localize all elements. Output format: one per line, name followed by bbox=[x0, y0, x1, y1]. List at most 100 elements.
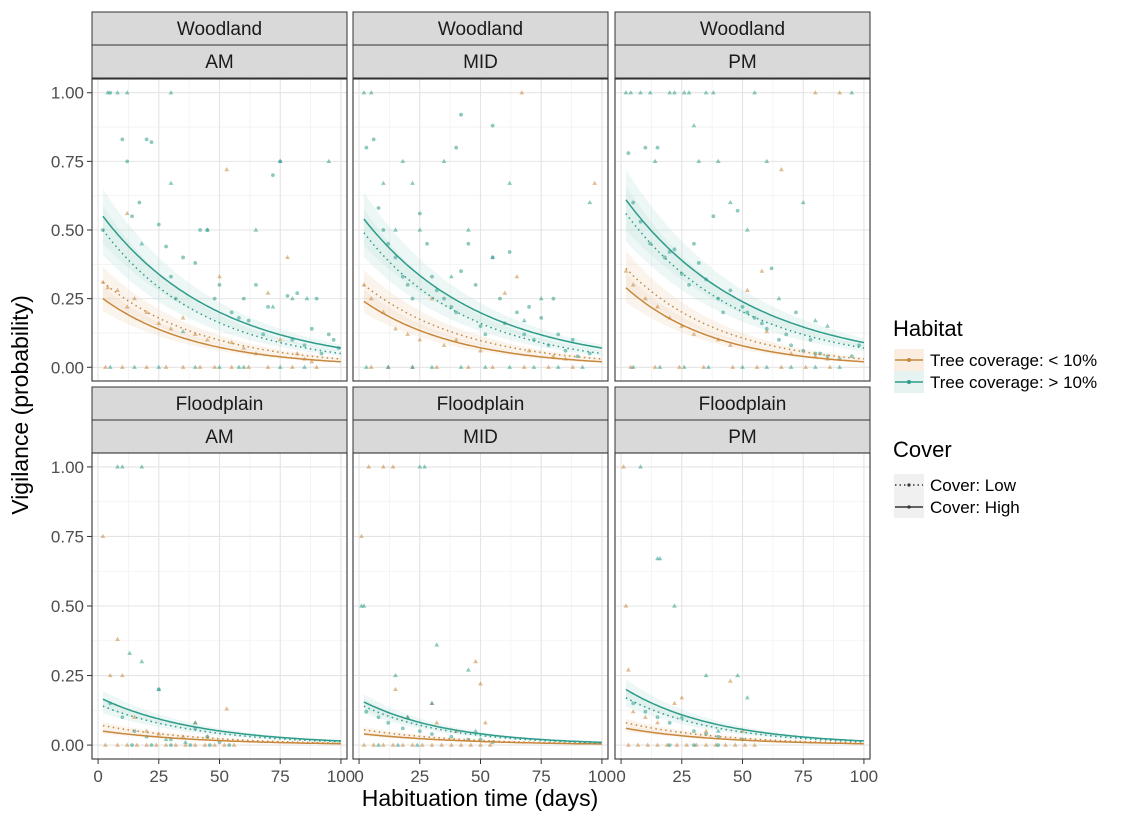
series-line bbox=[102, 229, 341, 355]
data-point bbox=[580, 364, 585, 369]
data-point bbox=[376, 715, 381, 720]
data-point bbox=[115, 90, 120, 95]
data-point bbox=[812, 90, 818, 95]
data-point bbox=[478, 742, 483, 747]
confidence-band bbox=[363, 192, 602, 352]
data-point bbox=[120, 137, 125, 142]
data-point bbox=[414, 742, 420, 747]
data-point bbox=[563, 348, 568, 353]
data-point bbox=[229, 364, 235, 369]
data-point bbox=[760, 321, 764, 326]
data-point bbox=[376, 206, 381, 210]
data-point bbox=[217, 283, 222, 287]
data-point bbox=[393, 255, 398, 260]
data-point bbox=[716, 743, 721, 747]
confidence-band bbox=[363, 694, 602, 743]
data-point bbox=[652, 158, 658, 163]
data-point bbox=[430, 732, 434, 736]
data-point bbox=[405, 283, 410, 287]
legend-key-point bbox=[907, 358, 911, 362]
data-point bbox=[241, 296, 246, 301]
data-point bbox=[458, 364, 464, 369]
data-point bbox=[672, 700, 677, 705]
confidence-band bbox=[102, 205, 341, 356]
confidence-band bbox=[625, 273, 864, 363]
data-point bbox=[246, 318, 251, 323]
data-point bbox=[156, 364, 162, 369]
data-point bbox=[764, 364, 770, 369]
data-point bbox=[623, 268, 629, 273]
data-point bbox=[102, 364, 108, 369]
series-line bbox=[363, 218, 603, 349]
data-point bbox=[168, 90, 174, 95]
data-point bbox=[265, 290, 271, 295]
confidence-band bbox=[102, 722, 341, 744]
series-line bbox=[625, 267, 864, 360]
data-point bbox=[803, 364, 809, 369]
x-tick-label: 75 bbox=[532, 767, 551, 786]
data-point bbox=[672, 90, 677, 95]
data-point bbox=[130, 214, 134, 219]
data-point bbox=[277, 337, 283, 342]
data-point bbox=[684, 742, 690, 747]
facet-strip-time bbox=[352, 419, 609, 454]
series-line bbox=[625, 688, 864, 742]
data-point bbox=[643, 145, 648, 150]
data-point bbox=[149, 140, 154, 145]
y-tick-label: 0.50 bbox=[51, 597, 84, 616]
data-point bbox=[482, 364, 488, 369]
facet-strip-time bbox=[614, 44, 871, 79]
data-point bbox=[115, 742, 120, 747]
data-point bbox=[635, 742, 641, 747]
data-point bbox=[314, 364, 320, 369]
data-point bbox=[490, 123, 495, 128]
data-point bbox=[642, 296, 648, 301]
facet-strip-label: MID bbox=[463, 52, 498, 73]
data-point bbox=[466, 241, 471, 246]
data-point bbox=[745, 310, 750, 315]
data-point bbox=[139, 659, 145, 664]
data-point bbox=[326, 158, 332, 163]
data-point bbox=[519, 90, 525, 95]
data-point bbox=[119, 364, 125, 369]
data-point bbox=[429, 700, 435, 705]
data-point bbox=[221, 742, 227, 747]
data-point bbox=[681, 90, 687, 95]
data-point bbox=[120, 715, 125, 720]
series-line bbox=[625, 213, 865, 349]
x-axis-label: Habituation time (days) bbox=[362, 785, 599, 811]
facet-panel: Woodland PM bbox=[614, 11, 871, 382]
data-point bbox=[667, 720, 672, 725]
data-point bbox=[417, 464, 423, 469]
facet-strip-label: Woodland bbox=[438, 19, 523, 40]
data-point bbox=[587, 199, 593, 205]
data-point bbox=[371, 742, 377, 747]
legend-habitat-label: Tree coverage: < 10% bbox=[930, 351, 1097, 370]
data-point bbox=[696, 261, 701, 265]
data-point bbox=[449, 734, 454, 739]
data-point bbox=[825, 323, 830, 328]
data-point bbox=[130, 743, 134, 747]
data-point bbox=[441, 342, 447, 347]
data-point bbox=[728, 288, 733, 293]
data-point bbox=[132, 296, 137, 301]
data-point bbox=[380, 464, 386, 469]
data-point bbox=[703, 90, 709, 95]
data-point bbox=[331, 337, 336, 342]
data-point bbox=[144, 364, 150, 369]
series-line bbox=[625, 727, 864, 745]
data-point bbox=[156, 686, 162, 692]
data-point bbox=[521, 364, 527, 369]
data-point bbox=[405, 714, 411, 719]
x-tick-label: 100 bbox=[327, 767, 355, 786]
data-point bbox=[655, 304, 660, 309]
data-point bbox=[417, 227, 423, 232]
confidence-band bbox=[625, 250, 864, 361]
data-point bbox=[587, 351, 592, 356]
data-point bbox=[442, 296, 446, 301]
data-point bbox=[115, 287, 120, 292]
data-point bbox=[368, 90, 374, 95]
data-point bbox=[735, 208, 740, 213]
data-point bbox=[231, 742, 237, 747]
facet-strip-label: MID bbox=[463, 427, 498, 448]
